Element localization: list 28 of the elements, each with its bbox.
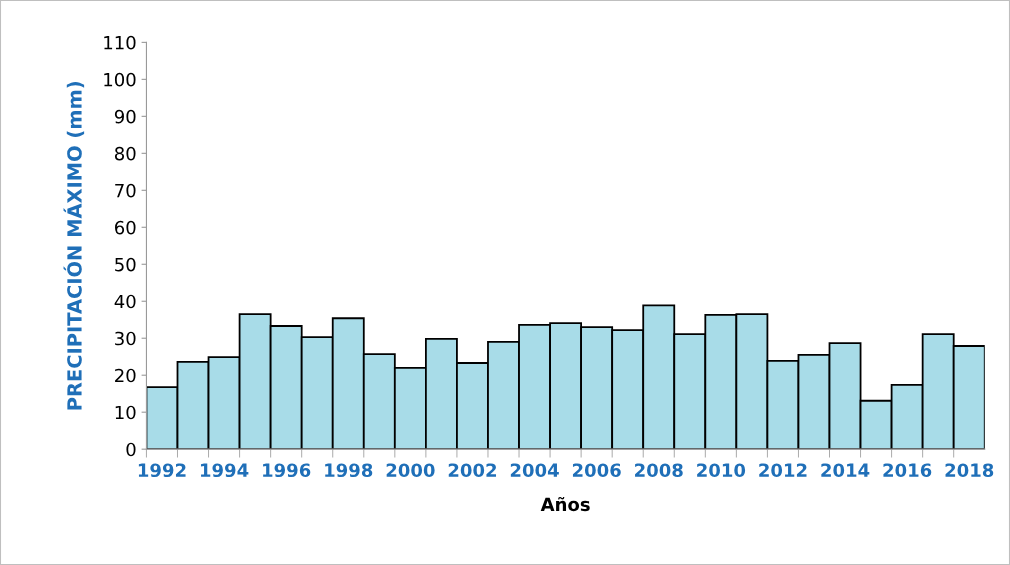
y-tick-label: 40 [114,294,136,309]
x-tick-label: 2008 [635,463,683,478]
x-tick-label: 2016 [883,463,932,478]
x-tick-label: 1992 [138,463,186,478]
x-tick-label: 2014 [821,463,870,478]
y-tick-label: 80 [114,146,136,161]
x-tick-label: 1996 [263,463,311,478]
y-tick-label: 110 [104,35,136,50]
y-tick-label: 0 [126,442,136,457]
x-tick-label: 2018 [945,463,994,478]
y-tick-label: 50 [115,257,136,272]
x-tick-label: 2010 [697,463,746,478]
x-tick-label: 2004 [510,463,559,478]
x-tick-label: 1994 [200,463,249,478]
x-tick-label: 1998 [325,463,373,478]
x-tick-label: 2000 [386,463,435,478]
y-tick-label: 10 [115,405,136,420]
y-tick-label: 20 [115,368,136,383]
y-tick-label: 100 [104,72,136,87]
y-tick-label: 70 [115,183,136,198]
x-axis-title: Años [540,496,590,512]
y-tick-label: 90 [114,109,136,124]
x-tick-label: 2012 [759,463,807,478]
y-tick-label: 30 [115,331,136,346]
y-tick-label: 60 [115,220,136,235]
y-axis-title: PRECIPITACIÓN MÁXIMO (mm) [63,81,85,410]
x-tick-label: 2006 [572,463,621,478]
x-tick-label: 2002 [448,463,497,478]
